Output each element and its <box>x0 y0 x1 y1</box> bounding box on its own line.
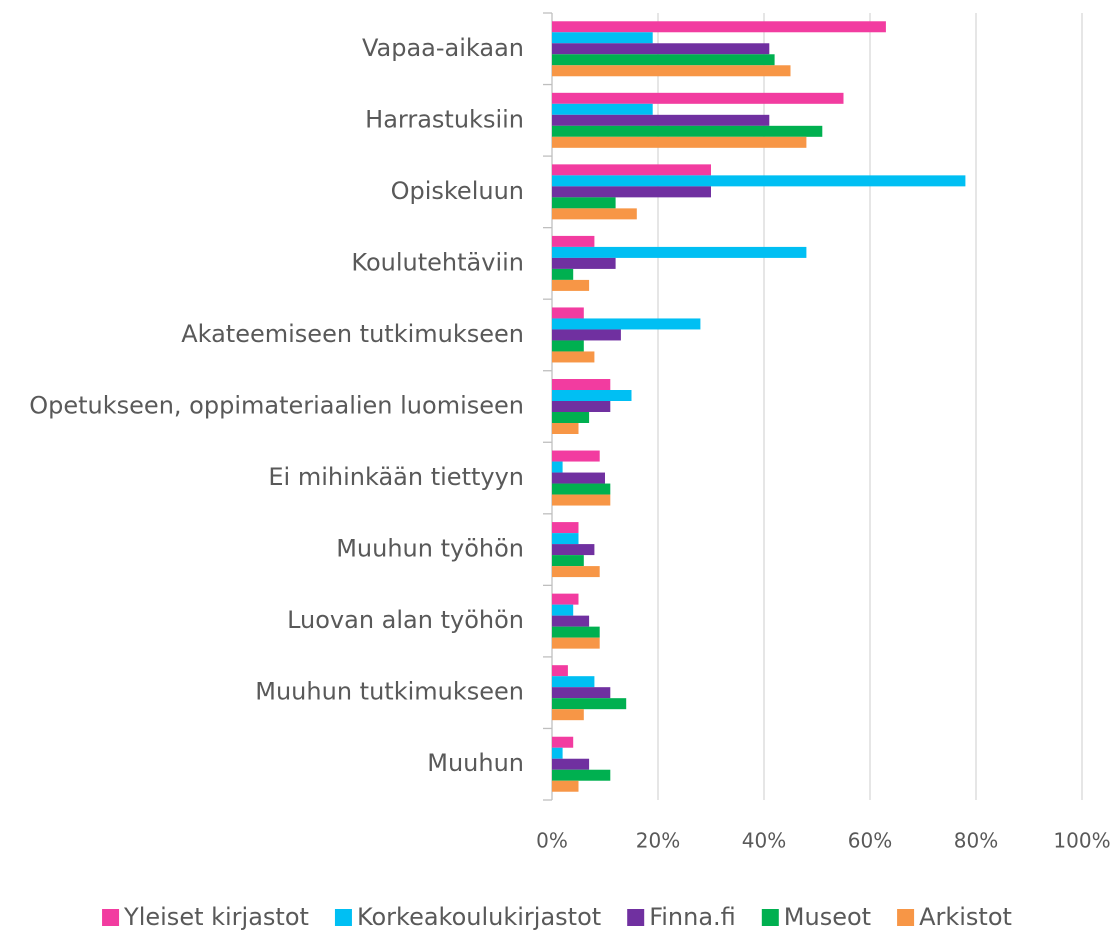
legend-swatch <box>761 909 779 926</box>
category-label: Muuhun <box>427 749 524 777</box>
bar <box>552 472 605 484</box>
bar <box>552 637 600 649</box>
bar <box>552 566 600 578</box>
bar <box>552 483 611 495</box>
category-label: Opiskeluun <box>391 177 524 205</box>
legend-swatch <box>897 909 915 926</box>
bar <box>552 390 632 401</box>
bar <box>552 522 579 534</box>
bar <box>552 698 627 710</box>
x-tick-label: 20% <box>636 829 680 853</box>
legend-swatch <box>627 909 645 926</box>
category-label: Muuhun työhön <box>336 535 524 563</box>
bar <box>552 769 611 781</box>
bar <box>552 136 807 148</box>
bar <box>552 593 579 605</box>
bar <box>552 103 653 115</box>
bar <box>552 208 637 220</box>
bar <box>552 340 584 352</box>
bar <box>552 329 621 341</box>
bar <box>552 676 595 688</box>
bar <box>552 450 600 462</box>
bar <box>552 461 563 473</box>
bar <box>552 351 595 363</box>
x-tick-label: 0% <box>536 829 568 853</box>
bar <box>552 125 823 137</box>
bar <box>552 186 711 198</box>
bar <box>552 175 966 187</box>
bar <box>552 54 775 66</box>
category-label: Luovan alan työhön <box>287 606 524 634</box>
bar <box>552 555 584 567</box>
bar <box>552 43 770 55</box>
category-label: Harrastuksiin <box>365 105 524 133</box>
legend-label: Arkistot <box>919 903 1012 931</box>
bar <box>552 747 563 759</box>
bar <box>552 709 584 721</box>
legend-swatch <box>334 909 352 926</box>
bar <box>552 604 574 616</box>
bar <box>552 494 611 506</box>
bar <box>552 307 584 319</box>
bar <box>552 379 611 390</box>
category-label: Vapaa-aikaan <box>362 34 524 62</box>
bar <box>552 279 590 291</box>
legend-label: Museot <box>784 903 871 931</box>
bar <box>552 257 616 269</box>
bar <box>552 665 568 677</box>
legend-swatch <box>102 909 120 926</box>
legend-label: Yleiset kirjastot <box>123 903 309 931</box>
bar <box>552 318 701 330</box>
bar <box>552 533 579 545</box>
bar <box>552 615 590 627</box>
x-tick-label: 40% <box>742 829 786 853</box>
bar <box>552 626 600 638</box>
x-tick-label: 100% <box>1053 829 1110 853</box>
bar <box>552 92 844 104</box>
bar <box>552 246 807 258</box>
category-label: Akateemiseen tutkimukseen <box>181 320 524 348</box>
bar <box>552 758 590 770</box>
bar <box>552 401 611 412</box>
bar <box>552 21 886 33</box>
category-label: Koulutehtäviin <box>351 248 524 276</box>
bar <box>552 197 616 209</box>
bar <box>552 114 770 126</box>
bar <box>552 780 579 792</box>
bar <box>552 687 611 699</box>
bar <box>552 65 791 77</box>
bar <box>552 32 653 44</box>
legend-label: Finna.fi <box>649 903 736 931</box>
legend-label: Korkeakoulukirjastot <box>357 903 601 931</box>
bar <box>552 423 579 434</box>
bar <box>552 412 590 423</box>
bar <box>552 235 595 247</box>
bar <box>552 736 574 748</box>
bar <box>552 164 711 176</box>
bar <box>552 268 574 280</box>
x-tick-label: 60% <box>848 829 892 853</box>
category-label: Muuhun tutkimukseen <box>255 678 524 706</box>
x-tick-label: 80% <box>954 829 998 853</box>
category-label: Ei mihinkään tiettyyn <box>268 463 524 491</box>
bar <box>552 544 595 556</box>
category-label: Opetukseen, oppimateriaalien luomiseen <box>29 392 524 420</box>
